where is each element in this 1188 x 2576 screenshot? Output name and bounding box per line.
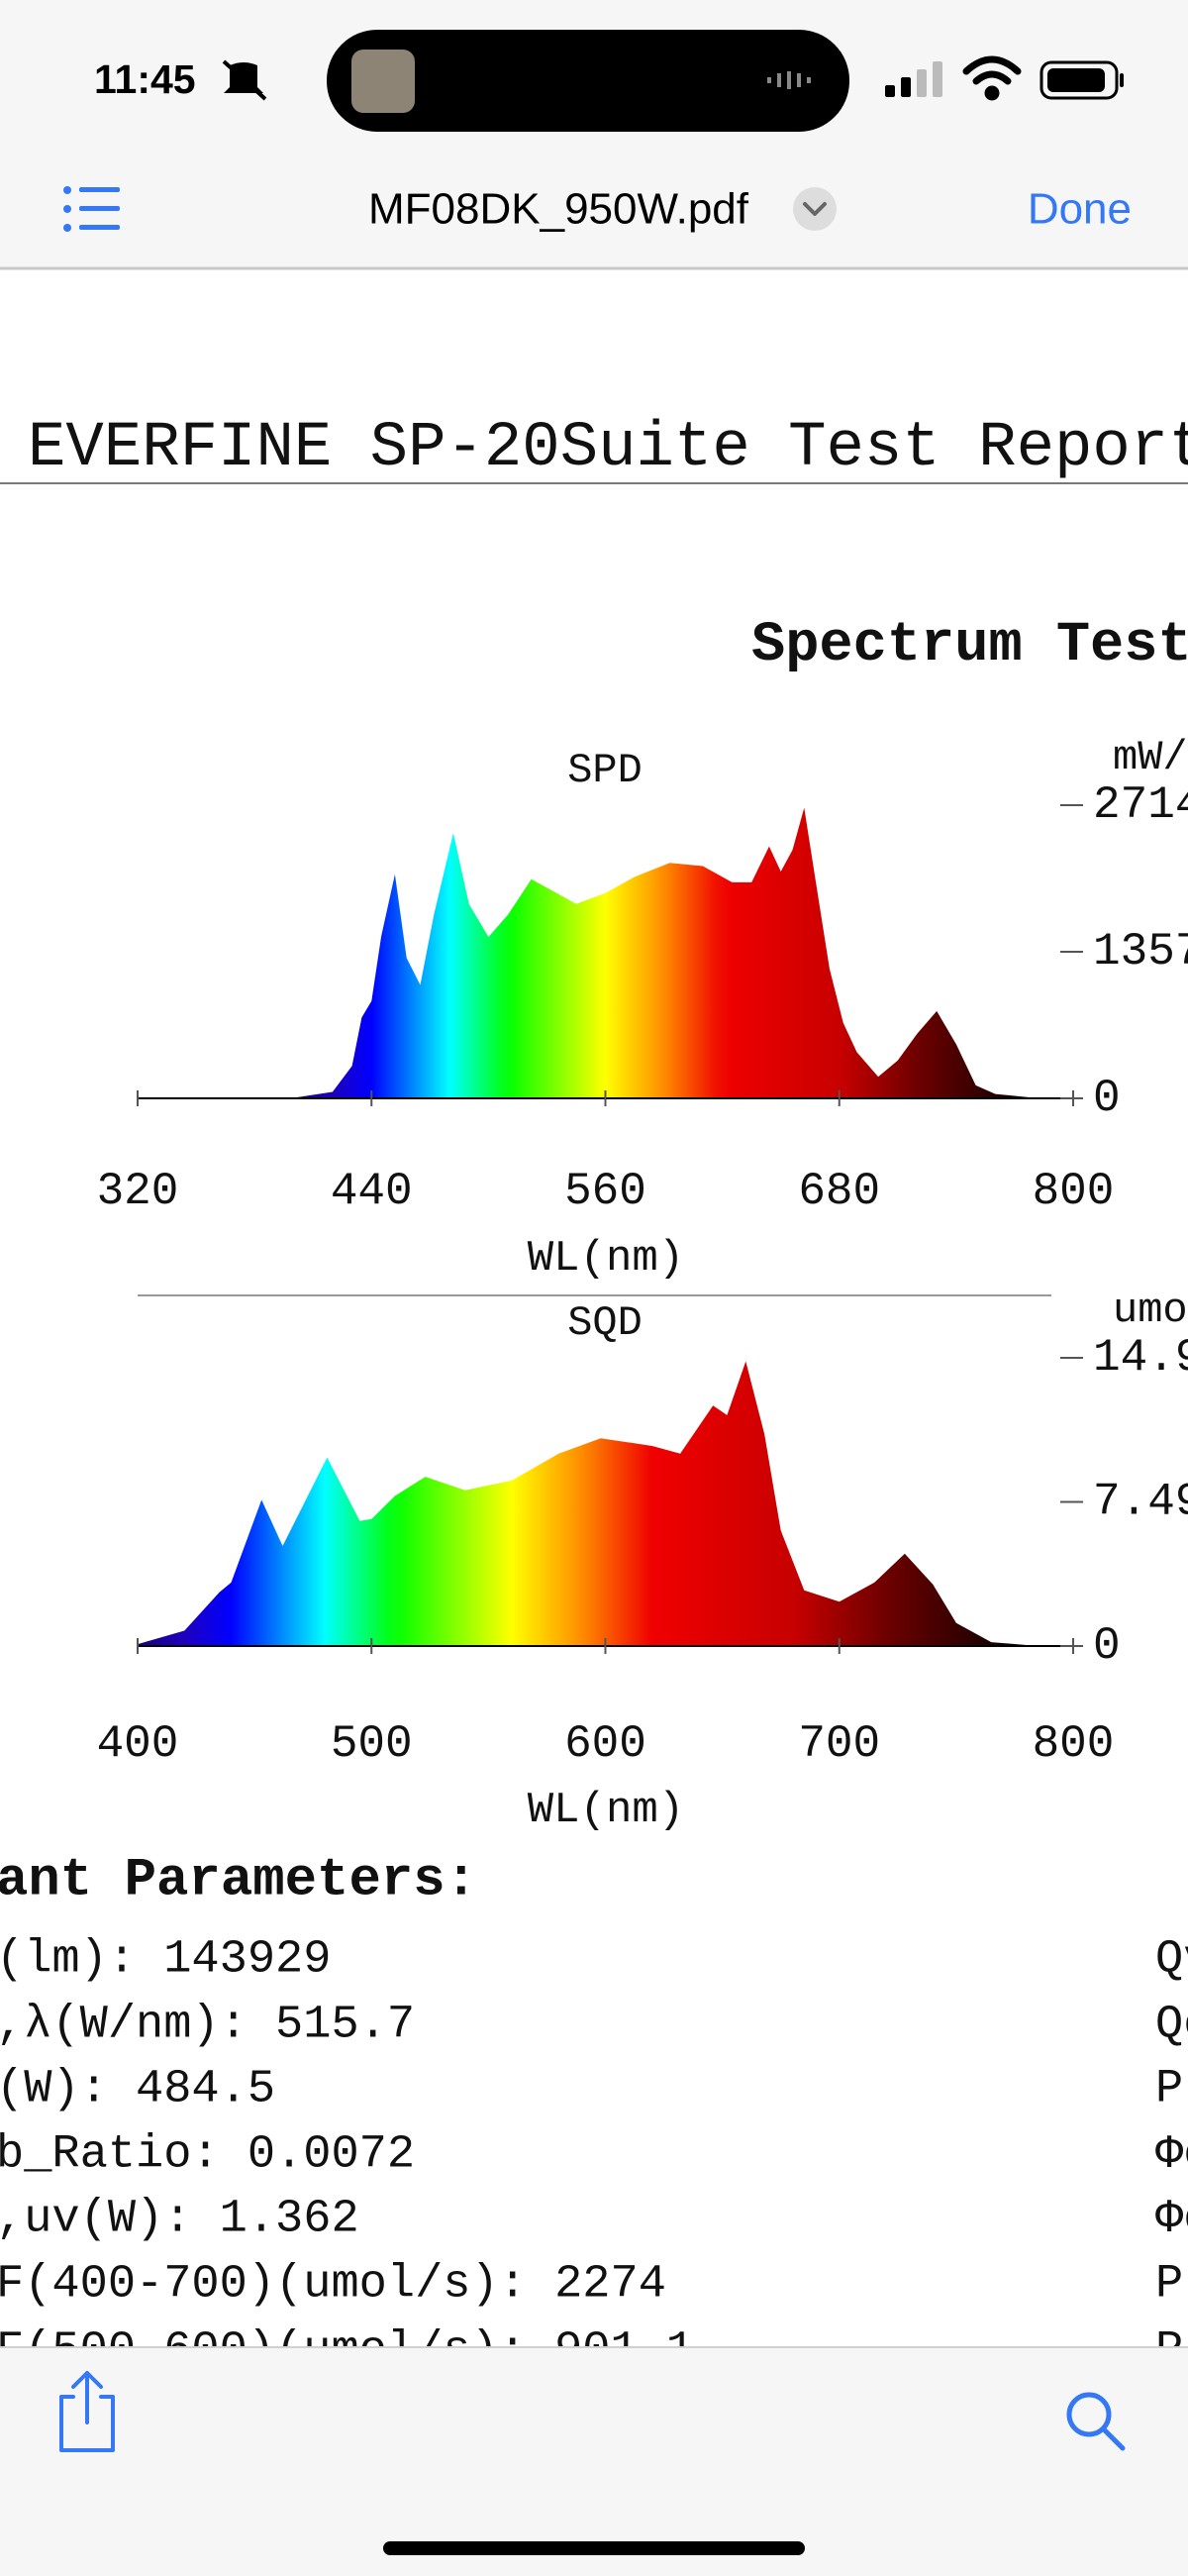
y-tick-label: 7.49 xyxy=(1093,1477,1188,1528)
chart-title: SQD xyxy=(567,1299,643,1347)
battery-icon xyxy=(1040,60,1124,100)
parameter-line: F(400-700)(umol/s): 2274 xyxy=(0,2259,666,2312)
parameter-line-right: Φe xyxy=(1155,2129,1188,2182)
parameter-line: ,uv(W): 1.362 xyxy=(0,2194,359,2246)
bar xyxy=(787,71,791,89)
dot xyxy=(63,224,71,232)
share-button[interactable] xyxy=(59,2371,115,2452)
dynamic-island xyxy=(327,30,849,132)
x-tick-label: 680 xyxy=(798,1166,880,1217)
y-tick-label: 2714 xyxy=(1093,779,1188,831)
line xyxy=(79,225,120,230)
parameter-line-right: Qv xyxy=(1155,1934,1188,1987)
parameter-line: b_Ratio: 0.0072 xyxy=(0,2129,415,2182)
x-tick-label: 320 xyxy=(97,1166,179,1217)
pdf-page: EVERFINE SP-20Suite Test Report Spectrum… xyxy=(0,413,1188,2378)
line xyxy=(79,187,120,192)
spectrum-area xyxy=(138,807,1073,1098)
x-axis-label: WL(nm) xyxy=(528,1234,684,1284)
arc xyxy=(972,70,1012,85)
handle xyxy=(1101,2426,1126,2451)
y-tick-label: 1357 xyxy=(1093,926,1188,978)
share-box xyxy=(59,2395,115,2452)
x-tick-label: 800 xyxy=(1033,1718,1115,1770)
y-tick-label: 14.98 xyxy=(1093,1332,1188,1384)
done-button[interactable]: Done xyxy=(1028,185,1132,234)
wifi-icon xyxy=(962,55,1022,101)
dot xyxy=(984,85,1000,101)
parameter-line: (W): 484.5 xyxy=(0,2064,275,2116)
chart-title: SPD xyxy=(567,747,643,794)
parameter-line-right: Φe xyxy=(1155,2194,1188,2246)
search-button[interactable] xyxy=(1066,2392,1126,2451)
cellular-signal xyxy=(885,61,942,97)
bar xyxy=(917,69,927,97)
battery-tip xyxy=(1120,73,1124,87)
file-name[interactable]: MF08DK_950W.pdf xyxy=(368,185,749,234)
x-tick-label: 600 xyxy=(564,1718,646,1770)
chevron xyxy=(803,202,827,216)
x-tick-label: 800 xyxy=(1033,1166,1115,1217)
parameter-line-right: Pl xyxy=(1155,2259,1188,2312)
mute-icon xyxy=(222,59,267,101)
bar xyxy=(885,85,895,97)
bell-slash xyxy=(222,59,267,101)
x-tick-label: 700 xyxy=(798,1718,880,1770)
dot xyxy=(63,186,71,194)
outline-button[interactable] xyxy=(63,186,120,232)
parameter-line-right: Qe xyxy=(1155,2000,1188,2052)
battery-level xyxy=(1047,68,1105,92)
y-unit-label: mW/ xyxy=(1113,734,1188,781)
share-arrow xyxy=(71,2371,103,2424)
y-tick-label: 0 xyxy=(1093,1073,1121,1124)
section-title: Spectrum Test xyxy=(751,614,1188,677)
bar xyxy=(767,77,771,83)
x-tick-label: 560 xyxy=(564,1166,646,1217)
bar xyxy=(797,73,801,87)
x-axis-label: WL(nm) xyxy=(528,1786,684,1835)
battery-outline xyxy=(1040,60,1119,100)
status-time: 11:45 xyxy=(94,56,196,102)
x-tick-label: 400 xyxy=(97,1718,179,1770)
now-playing-art xyxy=(351,50,415,113)
y-tick-label: 0 xyxy=(1093,1620,1121,1672)
bar xyxy=(807,77,811,83)
lens xyxy=(1066,2392,1112,2437)
bar xyxy=(901,77,911,97)
arc xyxy=(962,55,1022,75)
bar xyxy=(933,61,942,97)
audio-indicator xyxy=(767,71,811,89)
dot xyxy=(63,205,71,213)
bar xyxy=(777,73,781,87)
parameter-line: (lm): 143929 xyxy=(0,1934,331,1987)
y-unit-label: umol/ xyxy=(1113,1287,1188,1334)
chevron-circle xyxy=(793,187,837,231)
home-indicator xyxy=(383,2541,805,2555)
x-tick-label: 500 xyxy=(331,1718,413,1770)
parameters-title: ant Parameters: xyxy=(0,1851,477,1911)
report-header: EVERFINE SP-20Suite Test Report xyxy=(28,413,1188,484)
x-tick-label: 440 xyxy=(331,1166,413,1217)
parameter-line: ,λ(W/nm): 515.7 xyxy=(0,2000,415,2052)
bottom-bar xyxy=(0,2347,1188,2576)
spectrum-area xyxy=(138,1361,1073,1646)
line xyxy=(79,206,120,211)
parameter-line-right: Pl xyxy=(1155,2064,1188,2116)
file-menu-chevron[interactable] xyxy=(793,187,837,231)
